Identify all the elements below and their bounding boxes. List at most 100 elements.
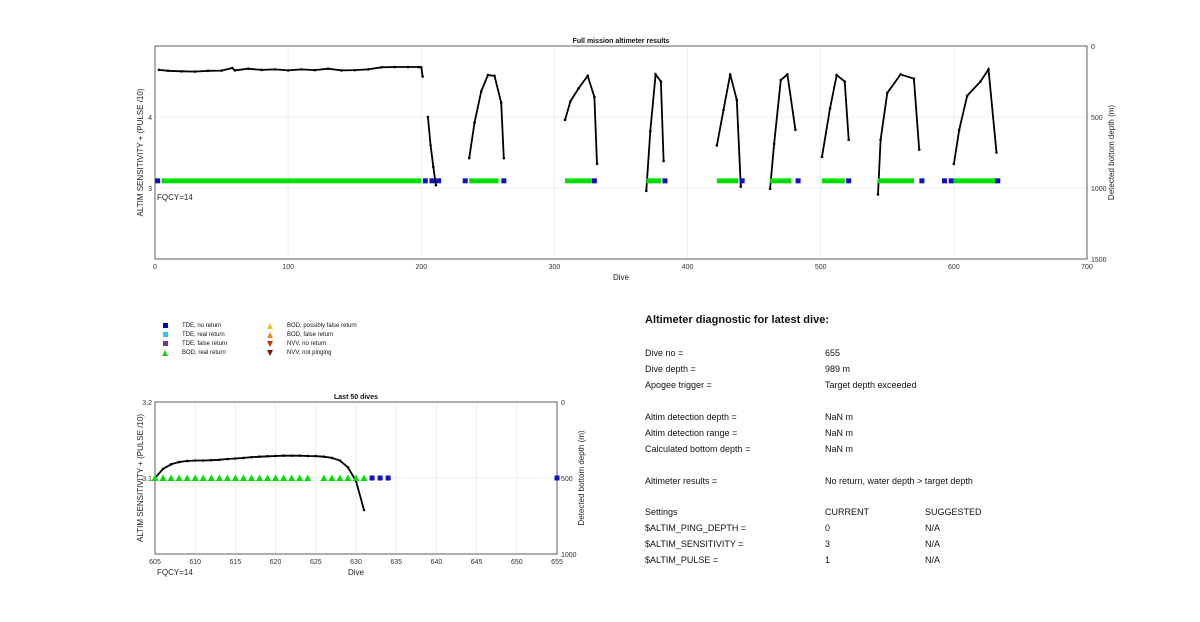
bottom-depth-point [659,80,663,83]
bottom-depth-point [180,69,183,73]
bottom-depth-point [220,69,223,72]
x-tick-label: 620 [270,559,282,566]
bottom-depth-point [419,66,423,69]
tde-no-return-marker [591,178,597,184]
bottom-depth-point [828,107,832,110]
y-right-tick-label: 1000 [561,552,577,559]
bottom-depth-point [161,467,165,471]
bottom-depth-point [995,151,998,154]
bottom-depth-point [242,456,245,460]
bottom-depth-point [273,68,277,71]
bottom-depth-point [728,73,732,76]
bottom-depth-point [715,144,719,147]
y-left-tick-label: 3 [148,186,152,193]
bottom-depth-point [786,73,789,76]
tde-no-return-marker [942,178,948,184]
diagnostic-row: Altim detection range = NaN m [645,428,854,438]
tde-no-return-marker [995,178,1001,184]
bottom-depth-point [326,67,330,71]
bottom-depth-point [201,459,205,462]
bottom-depth-point [330,456,334,460]
bottom-depth-point [479,90,483,93]
x-tick-label: 600 [948,264,960,271]
bottom-depth-point [266,454,269,458]
y-left-axis-label: ALTIM SENSITIVITY + (PULSE /10) [136,414,145,542]
bottom-depth-point [282,454,285,457]
tde-no-return-marker [436,178,442,184]
bottom-depth-point [595,162,599,166]
plot-frame [154,45,1088,260]
bod-real-return-marker [272,474,280,481]
bod-real-return-band [953,178,997,184]
legend: TDE, no return TDE, real return TDE, fal… [160,322,420,362]
bottom-depth-line [953,66,998,165]
bod-real-return-marker [159,474,167,481]
y-right-tick-label: 1500 [1091,257,1107,264]
x-tick-label: 300 [549,264,561,271]
legend-item: TDE, false return [160,340,227,348]
x-tick-label: 500 [815,264,827,271]
x-axis-label: Dive [613,273,630,282]
legend-item: TDE, real return [160,331,225,339]
bottom-depth-point [300,68,303,71]
bod-real-return-band [161,178,422,184]
x-tick-label: 615 [230,559,242,566]
settings-row: $ALTIM_SENSITIVITY = 3 N/A [645,539,941,549]
legend-item: BOD, false return [265,331,333,339]
diagnostic-row: Altim detection depth = NaN m [645,412,854,422]
bottom-depth-point [193,459,197,462]
bod-real-return-marker [183,474,191,481]
x-tick-label: 0 [153,264,157,271]
bottom-depth-point [979,80,982,83]
bottom-depth-point [917,148,921,151]
bottom-depth-point [353,68,357,72]
fqcy-annotation: FQCY=14 [157,568,193,577]
tde-no-return-marker [948,178,954,184]
bottom-depth-point [250,455,253,459]
bottom-depth-point [298,454,302,457]
bod-real-return-marker [231,474,239,481]
bod-real-return-marker [175,474,183,481]
tde-no-return-marker [846,178,852,184]
bod-real-return-marker [360,474,368,481]
bottom-depth-point [177,460,181,464]
y-right-tick-label: 500 [561,476,573,483]
bottom-depth-point [274,454,277,458]
bottom-depth-point [965,94,969,97]
bottom-depth-point [338,459,342,462]
bottom-depth-point [314,454,318,458]
legend-item: NVV, no return [265,340,326,348]
bottom-depth-point [593,95,596,99]
y-left-tick-label: 3.1 [142,476,152,483]
bottom-depth-line [564,73,598,164]
x-tick-label: 605 [149,559,161,566]
bottom-depth-line [158,66,424,77]
tde-no-return-marker [385,475,391,481]
bottom-depth-point [260,68,263,72]
bottom-depth-point [843,80,846,83]
bottom-depth-point [735,98,739,102]
bod-real-return-band [770,178,792,184]
bottom-depth-point [768,187,772,191]
x-tick-label: 655 [551,559,563,566]
bottom-depth-point [779,78,783,82]
bottom-depth-point [206,69,210,73]
y-left-tick-label: 3.2 [142,400,152,407]
bottom-depth-point [847,138,850,142]
bottom-depth-point [493,74,496,78]
bottom-depth-point [722,108,725,112]
legend-item: BOD, real return [160,349,226,357]
bottom-depth-point [879,138,882,142]
tde-no-return-marker [554,475,560,481]
bottom-depth-point [499,101,503,105]
bottom-depth-point [380,66,383,69]
tde-no-return-marker [795,178,801,184]
diagnostic-row: Dive no = 655 [645,348,841,358]
y-right-axis-label: Detected bottom depth (m) [1107,105,1116,200]
bottom-depth-point [417,65,420,69]
bottom-depth-point [662,159,665,163]
bod-real-return-marker [296,474,304,481]
bod-real-return-marker [199,474,207,481]
bottom-depth-point [473,121,476,124]
bottom-depth-point [290,454,293,457]
